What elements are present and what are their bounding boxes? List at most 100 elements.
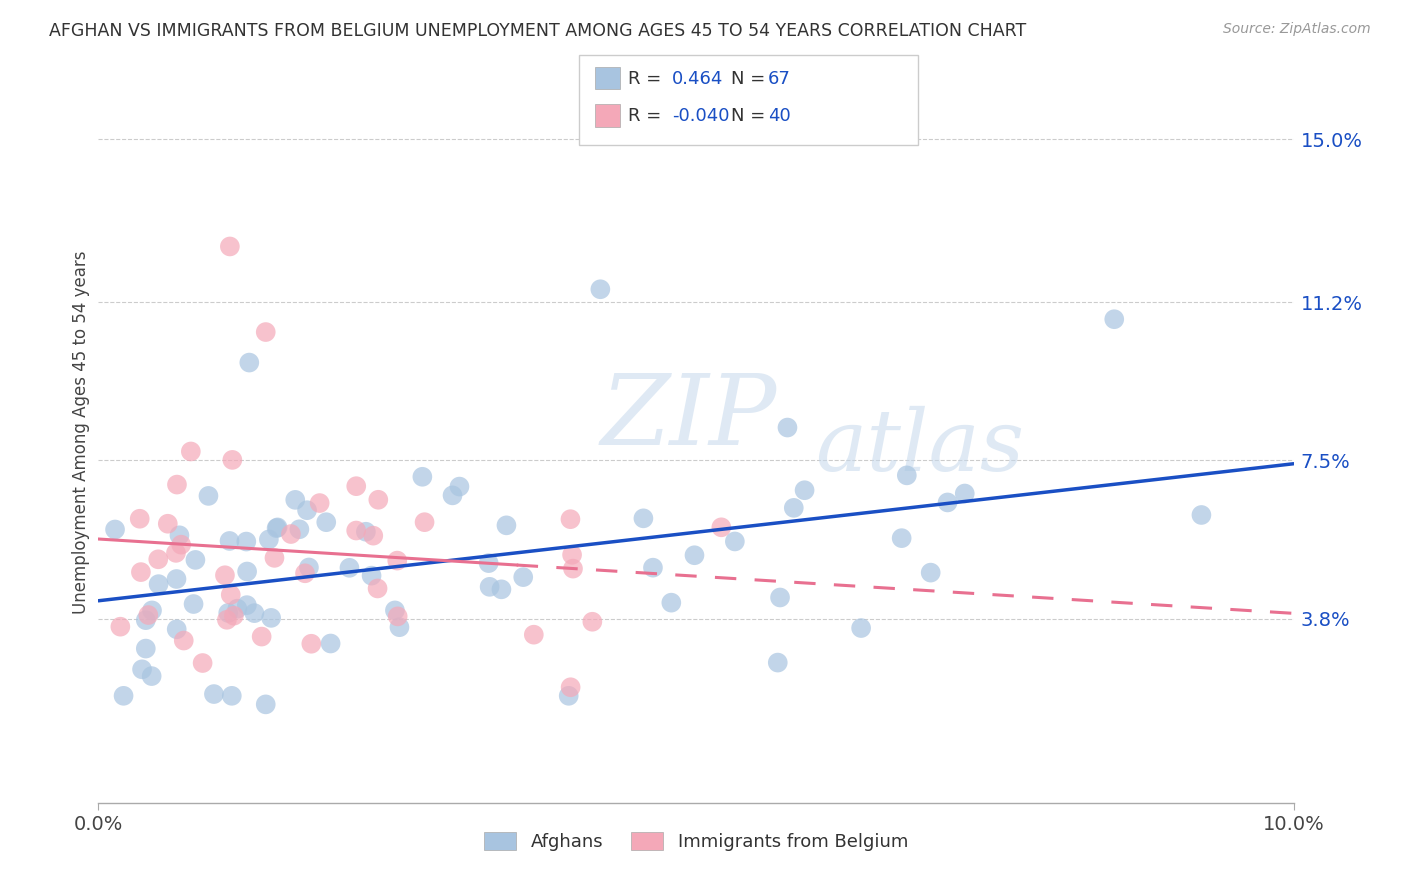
Point — [197, 489, 219, 503]
Point — [384, 603, 406, 617]
Point — [478, 580, 501, 594]
Point — [920, 566, 942, 580]
Text: Source: ZipAtlas.com: Source: ZipAtlas.com — [1223, 22, 1371, 37]
Text: AFGHAN VS IMMIGRANTS FROM BELGIUM UNEMPLOYMENT AMONG AGES 45 TO 54 YEARS CORRELA: AFGHAN VS IMMIGRANTS FROM BELGIUM UNEMPL… — [49, 22, 1026, 40]
Point — [170, 538, 193, 552]
Point — [135, 613, 157, 627]
Point — [449, 479, 471, 493]
Point — [165, 546, 187, 560]
Point — [257, 533, 280, 547]
Y-axis label: Unemployment Among Ages 45 to 54 years: Unemployment Among Ages 45 to 54 years — [72, 251, 90, 615]
Point — [441, 488, 464, 502]
Text: 40: 40 — [768, 107, 790, 125]
Point — [238, 355, 260, 369]
Point — [388, 620, 411, 634]
Point — [184, 553, 207, 567]
Point — [491, 582, 513, 597]
Point — [298, 560, 321, 574]
Point — [724, 534, 747, 549]
Point — [141, 669, 163, 683]
Point — [896, 468, 918, 483]
Point — [156, 516, 179, 531]
Point — [641, 560, 664, 574]
Point — [218, 533, 240, 548]
Point — [110, 620, 132, 634]
Point — [769, 591, 792, 605]
Point — [217, 606, 239, 620]
Point — [235, 534, 257, 549]
Point — [266, 521, 288, 535]
Point — [581, 615, 603, 629]
Text: N =: N = — [731, 70, 770, 87]
Point — [221, 689, 243, 703]
Point — [254, 698, 277, 712]
Text: R =: R = — [628, 107, 668, 125]
Point — [280, 527, 302, 541]
Point — [849, 621, 872, 635]
Point — [135, 641, 157, 656]
Point — [260, 611, 283, 625]
Point — [180, 444, 202, 458]
Point — [387, 609, 409, 624]
Point — [136, 608, 159, 623]
Point — [953, 486, 976, 500]
Point — [560, 680, 582, 694]
Point — [131, 662, 153, 676]
Point — [254, 325, 277, 339]
Point — [360, 568, 382, 582]
Point — [250, 630, 273, 644]
Point — [222, 608, 245, 623]
Point — [166, 572, 188, 586]
Point — [683, 548, 706, 562]
Point — [589, 282, 612, 296]
Point — [890, 531, 912, 545]
Point — [478, 556, 501, 570]
Point — [766, 656, 789, 670]
Point — [173, 633, 195, 648]
Point — [288, 522, 311, 536]
Point — [104, 523, 127, 537]
Point — [129, 565, 152, 579]
Point — [367, 582, 389, 596]
Point — [339, 561, 361, 575]
Point — [344, 524, 367, 538]
Point — [202, 687, 225, 701]
Point — [783, 500, 806, 515]
Point — [344, 479, 367, 493]
Text: 0.464: 0.464 — [672, 70, 724, 87]
Point — [219, 239, 242, 253]
Point — [112, 689, 135, 703]
Point — [226, 601, 249, 615]
Point — [633, 511, 655, 525]
Text: -0.040: -0.040 — [672, 107, 730, 125]
Point — [710, 520, 733, 534]
Point — [367, 492, 389, 507]
Text: ZIP: ZIP — [600, 370, 776, 466]
Point — [221, 453, 243, 467]
Text: atlas: atlas — [815, 406, 1025, 489]
Point — [169, 528, 191, 542]
Point — [793, 483, 815, 498]
Point — [141, 603, 163, 617]
Point — [219, 588, 242, 602]
Point — [236, 598, 259, 612]
Point — [512, 570, 534, 584]
Point — [659, 596, 682, 610]
Point — [183, 597, 205, 611]
Point — [387, 553, 409, 567]
Point — [294, 566, 316, 581]
Legend: Afghans, Immigrants from Belgium: Afghans, Immigrants from Belgium — [478, 827, 914, 856]
Point — [243, 606, 266, 620]
Point — [1104, 312, 1126, 326]
Point — [936, 495, 959, 509]
Text: 67: 67 — [768, 70, 790, 87]
Point — [411, 470, 433, 484]
Point — [776, 420, 799, 434]
Point — [495, 518, 517, 533]
Point — [361, 529, 384, 543]
Point — [557, 689, 579, 703]
Point — [214, 568, 236, 582]
Point — [1189, 508, 1212, 522]
Point — [284, 492, 307, 507]
Point — [266, 520, 288, 534]
